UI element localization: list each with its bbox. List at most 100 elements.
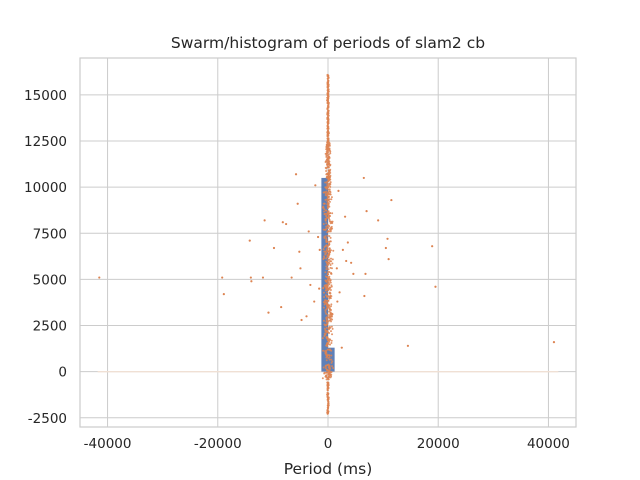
- swarm-point: [326, 192, 329, 195]
- swarm-point: [326, 163, 329, 166]
- swarm-point: [325, 374, 328, 377]
- swarm-point: [325, 155, 328, 158]
- swarm-point: [325, 285, 328, 288]
- scatter-point: [431, 245, 434, 248]
- swarm-point: [326, 355, 329, 358]
- scatter-point: [294, 173, 298, 176]
- swarm-point: [326, 147, 329, 150]
- swarm-point: [326, 256, 329, 259]
- swarm-point: [323, 372, 326, 375]
- swarm-point: [330, 315, 333, 318]
- x-tick-label: -40000: [84, 436, 132, 452]
- swarm-point: [327, 153, 330, 156]
- swarm-point: [327, 263, 330, 266]
- scatter-point: [336, 300, 339, 303]
- swarm-point: [327, 244, 330, 247]
- swarm-point: [328, 247, 331, 250]
- swarm-point: [325, 336, 328, 339]
- swarm-point: [327, 230, 330, 233]
- scatter-point: [272, 246, 276, 250]
- swarm-point: [330, 320, 333, 323]
- swarm-point: [330, 325, 333, 328]
- scatter-point: [316, 235, 320, 239]
- swarm-point: [326, 137, 329, 140]
- swarm-point: [326, 288, 329, 291]
- swarm-point: [327, 253, 330, 256]
- swarm-point: [329, 181, 332, 184]
- axes-frame: [79, 57, 577, 428]
- swarm-point: [329, 317, 332, 320]
- scatter-point: [340, 346, 343, 349]
- swarm-point: [323, 208, 326, 211]
- scatter-point: [261, 276, 265, 279]
- swarm-point: [329, 226, 332, 229]
- swarm-point: [327, 261, 330, 264]
- swarm-point: [324, 299, 327, 302]
- swarm-point: [326, 284, 329, 287]
- swarm-point: [330, 267, 333, 270]
- swarm-point: [324, 235, 327, 238]
- swarm-point: [325, 241, 328, 244]
- swarm-point: [329, 266, 332, 269]
- swarm-point: [328, 307, 331, 310]
- scatter-point: [221, 276, 224, 279]
- swarm-point: [326, 331, 329, 334]
- swarm-point: [324, 217, 327, 220]
- y-tick-label: 10000: [24, 180, 67, 196]
- swarm-point: [328, 308, 331, 311]
- swarm-point: [325, 317, 328, 320]
- scatter-point: [390, 198, 393, 202]
- swarm-point: [327, 410, 330, 413]
- swarm-point: [327, 85, 330, 88]
- swarm-point: [328, 149, 331, 152]
- scatter-point: [314, 184, 317, 187]
- swarm-point: [328, 184, 331, 187]
- swarm-point: [323, 202, 326, 205]
- swarm-point: [329, 168, 332, 171]
- swarm-point: [323, 236, 326, 239]
- scatter-point: [338, 291, 341, 294]
- swarm-point: [323, 245, 326, 248]
- swarm-point: [328, 220, 331, 223]
- swarm-point: [328, 365, 331, 368]
- swarm-point: [330, 330, 333, 333]
- swarm-point: [327, 172, 330, 175]
- swarm-point: [326, 206, 329, 209]
- swarm-point: [325, 169, 328, 172]
- swarm-point: [330, 272, 333, 275]
- swarm-point: [326, 79, 329, 82]
- swarm-point: [324, 367, 327, 370]
- scatter-point: [267, 311, 270, 314]
- swarm-point: [327, 198, 330, 201]
- swarm-point: [331, 360, 334, 363]
- swarm-point: [321, 337, 324, 340]
- swarm-point: [322, 366, 325, 369]
- swarm-point: [322, 301, 325, 304]
- scatter-point: [341, 248, 344, 251]
- swarm-point: [325, 268, 328, 271]
- swarm-point: [327, 282, 330, 285]
- swarm-point: [329, 257, 332, 260]
- swarm-point: [328, 170, 331, 173]
- swarm-point: [329, 229, 332, 232]
- swarm-point: [324, 328, 327, 331]
- scatter-point: [290, 276, 293, 279]
- x-tick-label: -20000: [194, 436, 242, 452]
- swarm-point: [328, 144, 331, 147]
- plot-area: -40000 -20000 0 20000 40000 -2500 0 2500 5000 750…: [24, 57, 577, 452]
- swarm-point: [328, 242, 331, 245]
- swarm-point: [326, 131, 329, 134]
- y-tick-label: 0: [58, 365, 67, 381]
- swarm-point: [330, 284, 333, 287]
- swarm-point: [327, 139, 330, 142]
- swarm-point: [330, 303, 333, 306]
- swarm-point: [323, 213, 326, 216]
- swarm-point: [328, 250, 331, 253]
- swarm-point: [327, 158, 330, 161]
- swarm-point: [327, 226, 330, 229]
- swarm-point: [327, 112, 330, 115]
- swarm-point: [326, 250, 329, 253]
- swarm-point: [325, 214, 328, 217]
- swarm-point: [328, 277, 331, 280]
- swarm-point: [327, 161, 330, 164]
